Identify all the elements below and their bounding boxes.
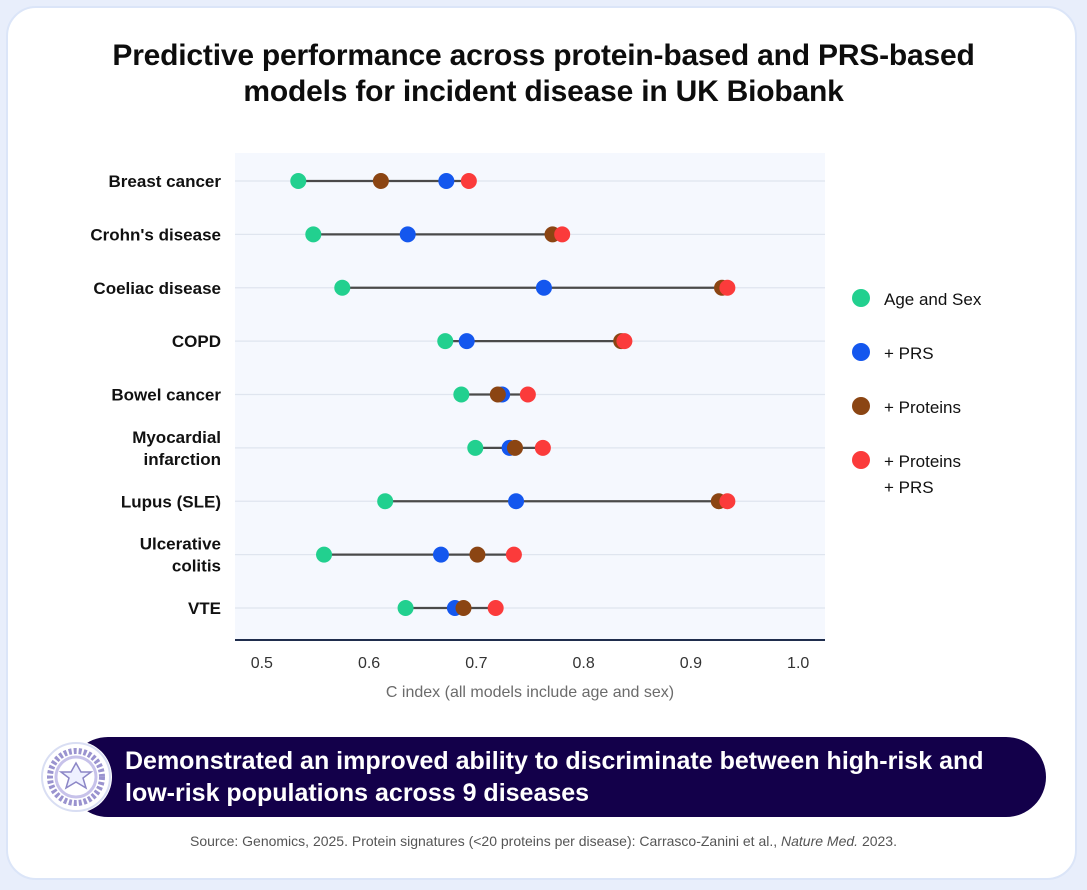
x-tick-label-0: 0.5 bbox=[251, 655, 273, 672]
point-s0-8 bbox=[397, 600, 414, 616]
chart-title-line-1: Predictive performance across protein-ba… bbox=[112, 39, 975, 72]
legend-label-age-sex: Age and Sex bbox=[884, 290, 982, 309]
point-s1-7 bbox=[432, 546, 449, 563]
category-label-2: Coeliac disease bbox=[93, 279, 221, 298]
x-axis-title: C index (all models include age and sex) bbox=[386, 684, 674, 701]
point-s3-8 bbox=[487, 600, 504, 616]
legend-item-prs: + PRS bbox=[852, 340, 1072, 394]
legend: Age and Sex + PRS + Proteins + Proteins … bbox=[852, 286, 1072, 502]
point-s3-3 bbox=[616, 333, 633, 350]
source-prefix: Source: Genomics, 2025. Protein signatur… bbox=[190, 833, 782, 849]
legend-label-proteins-prs: + Proteins + PRS bbox=[884, 452, 962, 497]
category-label-7-line-1: colitis bbox=[172, 557, 221, 576]
x-tick-label-2: 0.7 bbox=[465, 655, 487, 672]
legend-label-prs: + PRS bbox=[884, 344, 934, 363]
point-s3-4 bbox=[519, 386, 536, 403]
point-s3-6 bbox=[719, 493, 736, 510]
point-s0-7 bbox=[316, 546, 333, 563]
category-label-7-line-0: Ulcerative bbox=[140, 535, 221, 554]
category-label-7: Ulcerative colitis bbox=[140, 535, 221, 576]
legend-dot-prs bbox=[852, 343, 870, 361]
x-tick-label-1: 0.6 bbox=[358, 655, 380, 672]
legend-dot-proteins-prs bbox=[852, 451, 870, 469]
summary-banner-text: Demonstrated an improved ability to disc… bbox=[125, 747, 984, 807]
category-label-4: Bowel cancer bbox=[111, 386, 221, 405]
point-s3-5 bbox=[534, 439, 551, 456]
point-s0-4 bbox=[453, 386, 470, 403]
chart-title: Predictive performance across protein-ba… bbox=[0, 38, 1087, 110]
point-s3-7 bbox=[505, 546, 522, 563]
legend-label-proteins: + Proteins bbox=[884, 398, 962, 417]
legend-item-proteins: + Proteins bbox=[852, 394, 1072, 448]
category-label-5-line-1: infarction bbox=[144, 450, 221, 469]
legend-item-age-sex: Age and Sex bbox=[852, 286, 1072, 340]
point-s0-6 bbox=[377, 493, 394, 510]
category-label-0-line-0: Breast cancer bbox=[109, 172, 222, 191]
point-s2-4 bbox=[489, 386, 506, 403]
point-s3-1 bbox=[554, 226, 571, 243]
legend-dot-age-sex bbox=[852, 289, 870, 307]
category-label-6-line-0: Lupus (SLE) bbox=[121, 492, 221, 511]
point-s1-2 bbox=[535, 279, 552, 296]
point-s2-7 bbox=[469, 546, 486, 563]
point-s1-6 bbox=[508, 493, 525, 510]
protein-structure-icon-graphic bbox=[41, 742, 111, 812]
point-s0-5 bbox=[467, 439, 484, 456]
point-s2-8 bbox=[455, 600, 472, 616]
category-label-3-line-0: COPD bbox=[172, 332, 221, 351]
x-tick-label-3: 0.8 bbox=[573, 655, 595, 672]
category-label-5-line-0: Myocardial bbox=[132, 428, 221, 447]
category-label-4-line-0: Bowel cancer bbox=[111, 386, 221, 405]
category-label-8-line-0: VTE bbox=[188, 599, 221, 618]
legend-item-proteins-prs: + Proteins + PRS bbox=[852, 448, 1072, 502]
point-s3-0 bbox=[460, 173, 477, 189]
point-s0-0 bbox=[290, 173, 307, 189]
source-note: Source: Genomics, 2025. Protein signatur… bbox=[0, 833, 1087, 849]
point-s1-1 bbox=[399, 226, 416, 243]
dot-plot-chart: 0.5 0.6 0.7 0.8 0.9 1.0 C index (all models in… bbox=[90, 172, 825, 701]
point-s3-2 bbox=[719, 279, 736, 296]
chart-title-line-2: models for incident disease in UK Bioban… bbox=[243, 75, 844, 108]
point-s2-5 bbox=[506, 439, 523, 456]
source-journal: Nature Med. bbox=[781, 833, 859, 849]
legend-dot-proteins bbox=[852, 397, 870, 415]
category-label-2-line-0: Coeliac disease bbox=[93, 279, 221, 298]
category-label-1: Crohn's disease bbox=[90, 225, 221, 244]
category-label-5: Myocardial infarction bbox=[132, 428, 221, 469]
protein-structure-icon bbox=[40, 741, 112, 813]
x-tick-label-5: 1.0 bbox=[787, 655, 809, 672]
category-label-0: Breast cancer bbox=[109, 172, 222, 191]
category-label-6: Lupus (SLE) bbox=[121, 492, 221, 511]
category-label-1-line-0: Crohn's disease bbox=[90, 225, 221, 244]
category-label-3: COPD bbox=[172, 332, 221, 351]
x-tick-label-4: 0.9 bbox=[680, 655, 702, 672]
point-s0-1 bbox=[305, 226, 322, 243]
point-s0-3 bbox=[437, 333, 454, 350]
point-s1-0 bbox=[438, 173, 455, 189]
point-s2-0 bbox=[372, 173, 389, 189]
point-s1-3 bbox=[458, 333, 475, 350]
source-suffix: 2023. bbox=[858, 833, 897, 849]
category-label-8: VTE bbox=[188, 599, 221, 618]
point-s0-2 bbox=[334, 279, 351, 296]
summary-banner: Demonstrated an improved ability to disc… bbox=[68, 737, 1046, 817]
